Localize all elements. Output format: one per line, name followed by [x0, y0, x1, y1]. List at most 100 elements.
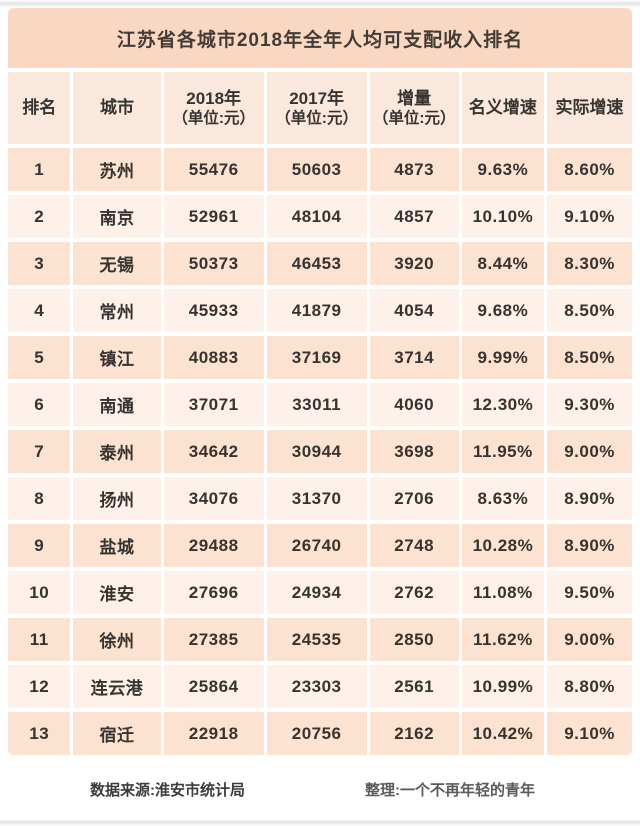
income-2018-cell: 27385	[163, 618, 264, 661]
increment-cell: 4873	[369, 148, 459, 191]
increment-cell: 4857	[369, 195, 459, 238]
increment-cell: 2706	[369, 477, 459, 520]
nominal-growth-cell: 11.62%	[461, 618, 545, 661]
header-increment-unit: （单位:元）	[372, 109, 456, 127]
real-growth-cell: 8.90%	[547, 524, 632, 567]
table-row: 3 无锡 50373 46453 3920 8.44% 8.30%	[8, 242, 632, 285]
city-cell: 扬州	[73, 477, 161, 520]
header-increment: 增量 （单位:元）	[369, 72, 459, 144]
city-cell: 盐城	[73, 524, 161, 567]
city-cell: 常州	[73, 289, 161, 332]
credit-label: 整理:一个不再年轻的青年	[365, 781, 535, 799]
income-2017-cell: 37169	[266, 336, 367, 379]
increment-cell: 3920	[369, 242, 459, 285]
increment-cell: 2561	[369, 665, 459, 708]
income-2017-cell: 24934	[266, 571, 367, 614]
table-row: 10 淮安 27696 24934 2762 11.08% 9.50%	[8, 571, 632, 614]
nominal-growth-cell: 9.68%	[461, 289, 545, 332]
header-real-growth: 实际增速	[547, 72, 632, 144]
table-row: 12 连云港 25864 23303 2561 10.99% 8.80%	[8, 665, 632, 708]
rank-cell: 5	[8, 336, 71, 379]
income-2018-cell: 45933	[163, 289, 264, 332]
table-row: 7 泰州 34642 30944 3698 11.95% 9.00%	[8, 430, 632, 473]
rank-cell: 11	[8, 618, 71, 661]
city-cell: 泰州	[73, 430, 161, 473]
rank-cell: 7	[8, 430, 71, 473]
rank-cell: 12	[8, 665, 71, 708]
income-2018-cell: 34642	[163, 430, 264, 473]
increment-cell: 4060	[369, 383, 459, 426]
income-2018-cell: 52961	[163, 195, 264, 238]
footer: 数据来源:淮安市统计局 整理:一个不再年轻的青年	[0, 759, 640, 819]
real-growth-cell: 8.80%	[547, 665, 632, 708]
nominal-growth-cell: 10.99%	[461, 665, 545, 708]
rank-cell: 9	[8, 524, 71, 567]
income-2018-cell: 34076	[163, 477, 264, 520]
city-cell: 镇江	[73, 336, 161, 379]
real-growth-cell: 9.30%	[547, 383, 632, 426]
city-cell: 徐州	[73, 618, 161, 661]
table-row: 13 宿迁 22918 20756 2162 10.42% 9.10%	[8, 712, 632, 755]
income-table: 排名 城市 2018年 （单位:元） 2017年 （单位:元） 增量	[5, 68, 635, 759]
header-nominal-growth: 名义增速	[461, 72, 545, 144]
table-row: 4 常州 45933 41879 4054 9.68% 8.50%	[8, 289, 632, 332]
increment-cell: 2162	[369, 712, 459, 755]
real-growth-cell: 8.90%	[547, 477, 632, 520]
header-2017-label: 2017年	[289, 88, 345, 108]
real-growth-cell: 9.00%	[547, 618, 632, 661]
header-nominal-growth-label: 名义增速	[468, 98, 537, 118]
income-2017-cell: 31370	[266, 477, 367, 520]
table-body: 1 苏州 55476 50603 4873 9.63% 8.60% 2 南京 5…	[8, 148, 632, 755]
income-2017-cell: 26740	[266, 524, 367, 567]
increment-cell: 2850	[369, 618, 459, 661]
city-cell: 苏州	[73, 148, 161, 191]
city-cell: 无锡	[73, 242, 161, 285]
increment-cell: 2762	[369, 571, 459, 614]
header-2018: 2018年 （单位:元）	[163, 72, 264, 144]
city-cell: 宿迁	[73, 712, 161, 755]
real-growth-cell: 9.00%	[547, 430, 632, 473]
income-2018-cell: 25864	[163, 665, 264, 708]
nominal-growth-cell: 11.08%	[461, 571, 545, 614]
header-city: 城市	[73, 72, 161, 144]
income-2018-cell: 22918	[163, 712, 264, 755]
income-2017-cell: 30944	[266, 430, 367, 473]
nominal-growth-cell: 11.95%	[461, 430, 545, 473]
table-row: 2 南京 52961 48104 4857 10.10% 9.10%	[8, 195, 632, 238]
income-2017-cell: 48104	[266, 195, 367, 238]
header-rank-label: 排名	[22, 98, 57, 118]
rank-cell: 4	[8, 289, 71, 332]
table-row: 5 镇江 40883 37169 3714 9.99% 8.50%	[8, 336, 632, 379]
data-source-label: 数据来源:淮安市统计局	[90, 781, 245, 799]
header-2018-unit: （单位:元）	[172, 109, 255, 127]
income-2017-cell: 41879	[266, 289, 367, 332]
table-row: 1 苏州 55476 50603 4873 9.63% 8.60%	[8, 148, 632, 191]
nominal-growth-cell: 9.63%	[461, 148, 545, 191]
income-table-sheet: 江苏省各城市2018年全年人均可支配收入排名 排名 城市 2018年 （单位:元…	[0, 8, 640, 759]
rank-cell: 2	[8, 195, 71, 238]
header-2017: 2017年 （单位:元）	[266, 72, 367, 144]
income-2017-cell: 50603	[266, 148, 367, 191]
table-header: 排名 城市 2018年 （单位:元） 2017年 （单位:元） 增量	[8, 72, 632, 144]
income-2017-cell: 46453	[266, 242, 367, 285]
header-increment-label: 增量	[397, 88, 432, 108]
nominal-growth-cell: 12.30%	[461, 383, 545, 426]
real-growth-cell: 9.50%	[547, 571, 632, 614]
city-cell: 南通	[73, 383, 161, 426]
header-row: 排名 城市 2018年 （单位:元） 2017年 （单位:元） 增量	[8, 72, 632, 144]
real-growth-cell: 9.10%	[547, 712, 632, 755]
nominal-growth-cell: 8.44%	[461, 242, 545, 285]
income-2017-cell: 24535	[266, 618, 367, 661]
income-2017-cell: 23303	[266, 665, 367, 708]
nominal-growth-cell: 8.63%	[461, 477, 545, 520]
income-2018-cell: 55476	[163, 148, 264, 191]
city-cell: 连云港	[73, 665, 161, 708]
table-row: 6 南通 37071 33011 4060 12.30% 9.30%	[8, 383, 632, 426]
real-growth-cell: 8.30%	[547, 242, 632, 285]
rank-cell: 10	[8, 571, 71, 614]
rank-cell: 6	[8, 383, 71, 426]
table-row: 11 徐州 27385 24535 2850 11.62% 9.00%	[8, 618, 632, 661]
rank-cell: 13	[8, 712, 71, 755]
table-title: 江苏省各城市2018年全年人均可支配收入排名	[8, 8, 632, 68]
